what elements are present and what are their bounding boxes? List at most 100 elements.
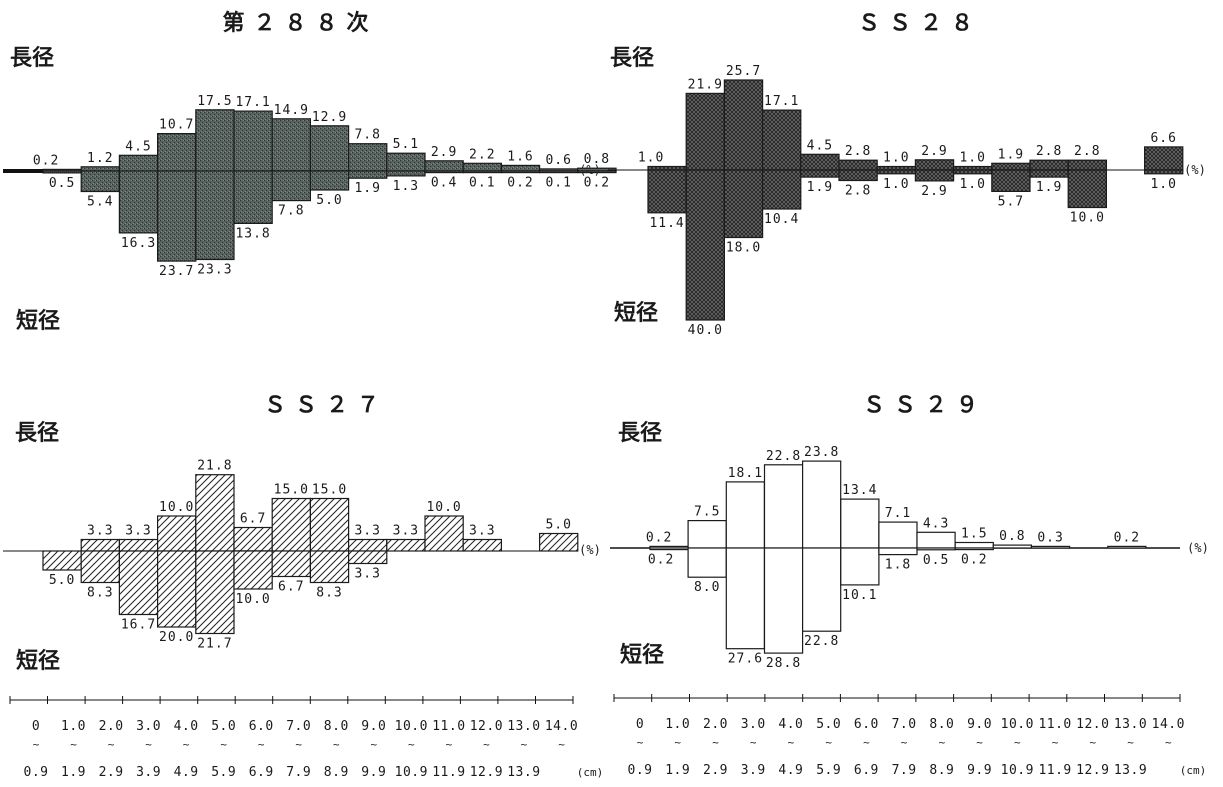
long-axis-bar	[462, 538, 503, 552]
short-axis-value-label: 1.3	[393, 179, 419, 194]
short-axis-bar	[685, 169, 726, 321]
short-axis-bar	[195, 550, 235, 635]
long-axis-bar	[118, 538, 159, 552]
long-axis-bar	[195, 474, 235, 552]
short-axis-value-label: 0.5	[923, 553, 949, 568]
range-separator: ~	[674, 736, 681, 749]
bin-end-label: 9.9	[361, 765, 386, 780]
short-axis-value-label: 3.3	[354, 567, 380, 582]
long-axis-bar	[195, 109, 235, 172]
percent-unit-label: (%)	[1187, 541, 1209, 555]
bin-end-label: 5.9	[816, 763, 841, 778]
short-axis-bar	[723, 169, 764, 239]
short-axis-value-label: 16.3	[121, 236, 156, 251]
bin-start-label: 13.0	[507, 719, 540, 734]
short-axis-value-label: 10.0	[235, 592, 270, 607]
range-separator: ~	[220, 738, 227, 751]
long-axis-bar	[723, 79, 764, 171]
range-separator: ~	[1014, 736, 1021, 749]
range-separator: ~	[145, 738, 152, 751]
bin-start-label: 8.0	[929, 717, 954, 732]
bin-start-label: 4.0	[778, 717, 803, 732]
long-axis-value-label: 3.3	[354, 524, 380, 539]
short-axis-value-label: 7.8	[278, 204, 304, 219]
bin-start-label: 8.0	[324, 719, 349, 734]
long-axis-bar	[386, 152, 426, 172]
long-axis-bar	[991, 162, 1031, 171]
range-separator: ~	[295, 738, 302, 751]
long-axis-value-label: 21.9	[688, 77, 723, 92]
bin-end-label: 7.9	[286, 765, 311, 780]
bin-end-label: 2.9	[703, 763, 728, 778]
bin-start-label: 12.0	[470, 719, 503, 734]
upper-series-label: 長径	[10, 45, 54, 71]
short-axis-bar	[118, 170, 159, 234]
bin-start-label: 7.0	[286, 719, 311, 734]
long-axis-bar	[233, 110, 273, 172]
bin-start-label: 0	[636, 717, 644, 732]
short-axis-value-label: 2.9	[921, 184, 947, 199]
long-axis-value-label: 1.0	[883, 151, 909, 166]
lower-series-label: 短径	[614, 300, 658, 326]
long-axis-value-label: 25.7	[726, 64, 761, 79]
short-axis-value-label: 11.4	[649, 216, 684, 231]
short-axis-bar	[80, 550, 120, 584]
range-separator: ~	[901, 736, 908, 749]
cm-unit-label: (cm)	[577, 766, 604, 779]
long-axis-value-label: 10.0	[159, 500, 194, 515]
long-axis-value-label: 17.1	[235, 95, 270, 110]
range-separator: ~	[863, 736, 870, 749]
short-axis-bar	[914, 169, 955, 182]
bin-end-label: 3.9	[136, 765, 161, 780]
upper-series-label: 長径	[15, 420, 59, 446]
short-axis-value-label: 21.7	[197, 637, 232, 652]
long-axis-value-label: 15.0	[274, 483, 309, 498]
bin-start-label: 3.0	[136, 719, 161, 734]
bin-start-label: 3.0	[741, 717, 766, 732]
bin-end-label: 1.9	[665, 763, 690, 778]
long-axis-value-label: 2.8	[845, 144, 871, 159]
long-axis-bar	[1143, 146, 1184, 171]
long-axis-bar	[763, 464, 804, 549]
bin-end-label: 12.9	[470, 765, 503, 780]
long-axis-value-label: 10.7	[159, 118, 194, 133]
long-axis-value-label: 18.1	[728, 466, 763, 481]
bin-start-label: 6.0	[854, 717, 879, 732]
long-axis-bar	[271, 118, 312, 172]
lower-series-label: 短径	[16, 308, 60, 334]
long-axis-value-label: 1.0	[959, 151, 985, 166]
long-axis-bar	[118, 154, 159, 172]
long-axis-value-label: 14.9	[274, 103, 309, 118]
short-axis-value-label: 5.0	[49, 573, 75, 588]
range-separator: ~	[712, 736, 719, 749]
long-axis-bar	[1067, 159, 1107, 171]
bin-start-label: 5.0	[211, 719, 236, 734]
short-axis-bar	[991, 169, 1031, 192]
chart-title: ＳＳ２８	[858, 11, 982, 36]
bin-start-label: 1.0	[61, 719, 86, 734]
short-axis-bar	[271, 550, 312, 578]
long-axis-value-label: 1.6	[507, 149, 533, 164]
short-axis-bar	[462, 170, 503, 174]
short-axis-bar	[500, 170, 541, 174]
long-axis-value-label: 2.9	[921, 144, 947, 159]
range-separator: ~	[825, 736, 832, 749]
bin-start-label: 9.0	[361, 719, 386, 734]
range-separator: ~	[370, 738, 377, 751]
bin-start-label: 11.0	[432, 719, 465, 734]
bin-start-label: 10.0	[395, 719, 428, 734]
long-axis-value-label: 7.5	[694, 505, 720, 520]
short-axis-value-label: 13.8	[235, 226, 270, 241]
short-axis-value-label: 1.9	[1036, 180, 1062, 195]
bin-end-label: 4.9	[174, 765, 199, 780]
bin-end-label: 5.9	[211, 765, 236, 780]
short-axis-bar	[1143, 169, 1184, 175]
chart-panel-288: 第２８８次長径短径(%)0.21.24.510.717.517.114.912.…	[3, 10, 617, 334]
long-axis-value-label: 3.3	[87, 524, 113, 539]
long-axis-value-label: 1.2	[87, 151, 113, 166]
range-separator: ~	[108, 738, 115, 751]
long-axis-bar	[462, 162, 503, 172]
